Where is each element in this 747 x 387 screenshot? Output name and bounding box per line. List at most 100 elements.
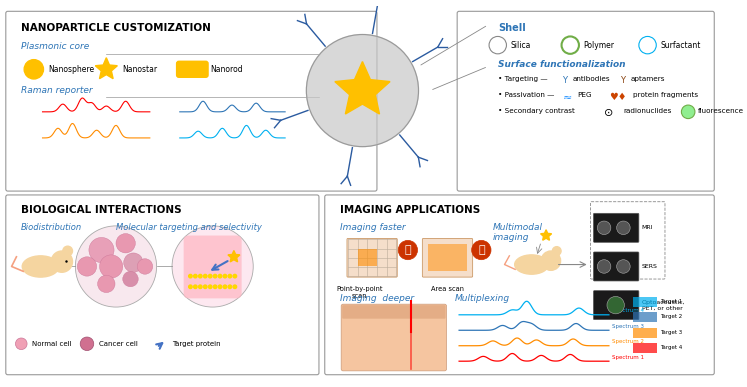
- FancyBboxPatch shape: [341, 304, 447, 371]
- FancyBboxPatch shape: [633, 343, 657, 353]
- Circle shape: [607, 296, 624, 314]
- Circle shape: [233, 274, 237, 278]
- Text: fluorescence: fluorescence: [698, 108, 744, 114]
- Text: Imaging  deeper: Imaging deeper: [340, 293, 415, 303]
- FancyBboxPatch shape: [176, 61, 208, 78]
- Circle shape: [189, 274, 192, 278]
- Text: Polymer: Polymer: [583, 41, 614, 50]
- Text: ♥♦: ♥♦: [609, 92, 627, 103]
- Circle shape: [193, 274, 197, 278]
- Text: Imaging faster: Imaging faster: [340, 223, 406, 232]
- Circle shape: [598, 221, 611, 235]
- Circle shape: [116, 234, 135, 253]
- Text: BIOLOGICAL INTERACTIONS: BIOLOGICAL INTERACTIONS: [21, 205, 182, 215]
- Circle shape: [52, 251, 72, 272]
- Circle shape: [199, 274, 202, 278]
- Circle shape: [598, 260, 611, 273]
- Circle shape: [233, 285, 237, 289]
- Text: IMAGING APPLICATIONS: IMAGING APPLICATIONS: [340, 205, 480, 215]
- Text: Spectrum 2: Spectrum 2: [612, 339, 644, 344]
- Text: Target protein: Target protein: [172, 341, 220, 347]
- Circle shape: [203, 285, 207, 289]
- Circle shape: [199, 285, 202, 289]
- Circle shape: [16, 338, 27, 349]
- Circle shape: [616, 260, 630, 273]
- FancyBboxPatch shape: [633, 312, 657, 322]
- FancyBboxPatch shape: [633, 297, 657, 307]
- Text: antibodies: antibodies: [572, 76, 610, 82]
- Circle shape: [306, 34, 418, 147]
- Circle shape: [214, 274, 217, 278]
- Polygon shape: [228, 250, 240, 262]
- Text: Surface functionalization: Surface functionalization: [498, 60, 625, 68]
- Text: Normal cell: Normal cell: [32, 341, 72, 347]
- Text: Raman reporter: Raman reporter: [21, 86, 93, 95]
- Text: Optoacoustic,
PET, or other: Optoacoustic, PET, or other: [642, 300, 686, 310]
- Circle shape: [681, 105, 695, 118]
- FancyBboxPatch shape: [593, 252, 639, 281]
- Text: Area scan: Area scan: [431, 286, 464, 292]
- Text: Y: Y: [562, 76, 568, 85]
- Text: Cancer cell: Cancer cell: [99, 341, 137, 347]
- Text: SERS: SERS: [642, 264, 657, 269]
- Text: Nanorod: Nanorod: [211, 65, 244, 74]
- Circle shape: [89, 238, 114, 263]
- Text: protein fragments: protein fragments: [633, 92, 698, 99]
- Text: • Secondary contrast: • Secondary contrast: [498, 108, 574, 114]
- Text: Shell: Shell: [498, 23, 525, 33]
- FancyBboxPatch shape: [422, 238, 473, 277]
- Text: Y: Y: [621, 76, 625, 85]
- FancyBboxPatch shape: [428, 244, 467, 271]
- Text: ≈: ≈: [562, 92, 572, 103]
- Text: Target 3: Target 3: [660, 330, 683, 335]
- Circle shape: [223, 285, 227, 289]
- Circle shape: [203, 274, 207, 278]
- Text: ⊙: ⊙: [604, 108, 613, 118]
- Text: Spectrum 4: Spectrum 4: [612, 308, 644, 313]
- Text: aptamers: aptamers: [630, 76, 665, 82]
- Circle shape: [78, 257, 96, 276]
- Circle shape: [123, 271, 138, 287]
- Circle shape: [208, 274, 212, 278]
- Ellipse shape: [515, 255, 548, 274]
- Polygon shape: [335, 62, 390, 114]
- Circle shape: [542, 251, 560, 271]
- Text: Spectrum 1: Spectrum 1: [612, 355, 644, 360]
- FancyBboxPatch shape: [593, 291, 639, 320]
- Text: ⧗: ⧗: [478, 245, 485, 255]
- Text: Surfactant: Surfactant: [660, 41, 701, 50]
- Circle shape: [223, 274, 227, 278]
- Polygon shape: [96, 58, 117, 79]
- Circle shape: [98, 275, 115, 293]
- Circle shape: [218, 274, 222, 278]
- Text: Target 1: Target 1: [660, 299, 683, 304]
- Circle shape: [193, 285, 197, 289]
- Polygon shape: [541, 230, 551, 240]
- Circle shape: [208, 285, 212, 289]
- Text: Silica: Silica: [510, 41, 530, 50]
- Text: ⧗: ⧗: [405, 245, 411, 255]
- Circle shape: [80, 337, 94, 351]
- FancyBboxPatch shape: [347, 238, 397, 277]
- Ellipse shape: [22, 256, 59, 277]
- Circle shape: [616, 221, 630, 235]
- Text: Nanosphere: Nanosphere: [49, 65, 94, 74]
- Circle shape: [471, 240, 491, 260]
- Text: Multiplexing: Multiplexing: [454, 293, 509, 303]
- Text: Molecular targeting and selectivity: Molecular targeting and selectivity: [116, 223, 262, 232]
- Text: Biodistribution: Biodistribution: [21, 223, 82, 232]
- Circle shape: [189, 285, 192, 289]
- Circle shape: [172, 226, 253, 307]
- Text: • Passivation —: • Passivation —: [498, 92, 554, 99]
- Circle shape: [228, 285, 232, 289]
- Text: Spectrum 3: Spectrum 3: [612, 324, 644, 329]
- Text: Target 2: Target 2: [660, 314, 683, 319]
- Circle shape: [124, 253, 143, 272]
- Circle shape: [63, 246, 72, 256]
- Text: Plasmonic core: Plasmonic core: [21, 42, 90, 51]
- Circle shape: [552, 247, 561, 255]
- Text: MRI: MRI: [642, 225, 654, 230]
- Text: Target 4: Target 4: [660, 345, 683, 350]
- Text: Nanostar: Nanostar: [123, 65, 158, 74]
- Circle shape: [218, 285, 222, 289]
